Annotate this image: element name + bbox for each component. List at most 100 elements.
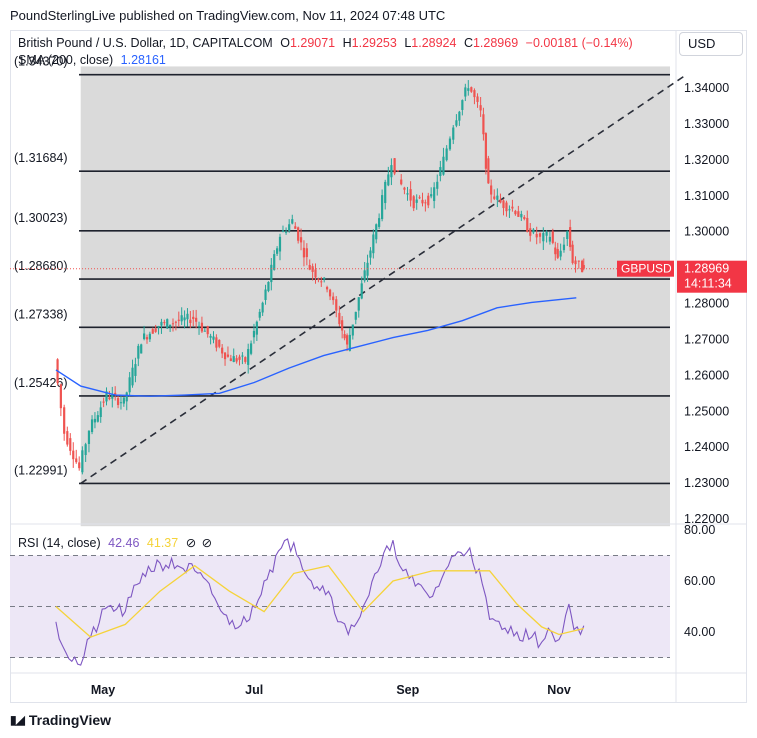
candle-body xyxy=(264,289,267,300)
candle-body xyxy=(241,355,244,357)
candle-body xyxy=(393,158,396,174)
candle-body xyxy=(294,226,297,229)
candle-body xyxy=(571,244,574,264)
candle-body xyxy=(551,231,554,243)
candle-body xyxy=(267,282,270,291)
candle-body xyxy=(171,323,175,325)
visibility-icon-2[interactable]: ⊘ xyxy=(201,536,213,550)
level-label: (1.31684) xyxy=(14,151,68,165)
candle-body xyxy=(215,337,218,348)
candle-body xyxy=(128,377,131,393)
candle-body xyxy=(252,330,256,338)
candle-body xyxy=(284,231,288,233)
price-tick-label: 1.31000 xyxy=(684,189,729,203)
price-tick-label: 1.34000 xyxy=(684,81,729,95)
candle-body xyxy=(523,217,526,220)
candle-body xyxy=(291,219,294,224)
candle-body xyxy=(174,321,178,323)
price-tag xyxy=(677,260,747,293)
candle-body xyxy=(314,269,317,278)
candle-body xyxy=(409,189,412,201)
candle-body xyxy=(363,270,366,281)
symbol-tag-text: GBPUSD xyxy=(621,262,672,276)
candle-body xyxy=(200,322,204,332)
candle-body xyxy=(381,195,384,220)
candle-body xyxy=(151,329,154,334)
rsi-tick-label: 60.00 xyxy=(684,574,715,588)
candle-body xyxy=(273,254,276,270)
candle-body xyxy=(418,197,421,199)
candle-body xyxy=(502,200,505,209)
candle-body xyxy=(186,313,189,320)
candle-body xyxy=(400,179,403,185)
high-value: 1.29253 xyxy=(351,36,397,50)
candle-body xyxy=(116,398,120,406)
low-label: L xyxy=(404,36,412,50)
candle-body xyxy=(325,287,329,290)
tradingview-logo[interactable]: ▮◢ TradingView xyxy=(10,712,111,728)
symbol-label: British Pound / U.S. Dollar, 1D, CAPITAL… xyxy=(18,36,273,50)
rsi-ma-value: 41.37 xyxy=(146,536,179,550)
candle-body xyxy=(311,266,314,272)
candle-body xyxy=(499,199,502,203)
published-line: PoundSterlingLive published on TradingVi… xyxy=(10,8,446,23)
candle-body xyxy=(96,415,99,422)
candle-body xyxy=(278,236,282,252)
candle-body xyxy=(166,319,169,329)
candle-body xyxy=(378,218,381,227)
candle-body xyxy=(148,333,151,340)
candle-body xyxy=(232,356,235,362)
candle-body xyxy=(442,156,445,175)
x-tick-label: Nov xyxy=(547,683,571,697)
candle-body xyxy=(517,211,520,217)
candle-body xyxy=(93,418,97,423)
candle-body xyxy=(308,264,311,270)
candle-body xyxy=(72,450,75,460)
candle-body xyxy=(255,321,258,335)
candle-body xyxy=(452,127,455,140)
candle-body xyxy=(372,234,375,254)
candle-body xyxy=(154,328,157,332)
candle-body xyxy=(249,343,253,354)
candle-body xyxy=(119,402,123,404)
candle-body xyxy=(351,324,354,336)
candle-body xyxy=(261,302,264,313)
trendline xyxy=(80,74,687,485)
open-label: O xyxy=(280,36,290,50)
candle-body xyxy=(366,262,369,276)
candle-body xyxy=(338,312,341,325)
candle-body xyxy=(197,325,201,327)
candle-body xyxy=(535,233,538,238)
price-tick-label: 1.28000 xyxy=(684,297,729,311)
level-label: (1.34370) xyxy=(14,55,68,69)
candle-body xyxy=(299,237,303,243)
price-legend: British Pound / U.S. Dollar, 1D, CAPITAL… xyxy=(18,36,633,50)
price-tick-label: 1.33000 xyxy=(684,117,729,131)
visibility-icon[interactable]: ⊘ xyxy=(185,536,197,550)
price-tick-label: 1.22000 xyxy=(684,512,729,526)
price-tick-label: 1.26000 xyxy=(684,368,729,382)
candle-body xyxy=(134,364,137,376)
tradingview-brand: TradingView xyxy=(28,712,112,728)
candle-body xyxy=(496,195,499,200)
candle-body xyxy=(275,248,279,254)
candle-body xyxy=(348,334,351,351)
level-label: (1.28680) xyxy=(14,259,68,273)
candle-body xyxy=(421,199,424,204)
candle-body xyxy=(559,250,562,257)
price-tick-label: 1.30000 xyxy=(684,225,729,239)
candle-body xyxy=(157,325,160,328)
level-label: (1.27338) xyxy=(14,307,68,321)
currency-button[interactable]: USD xyxy=(679,32,743,56)
price-tick-label: 1.32000 xyxy=(684,153,729,167)
candle-body xyxy=(84,444,87,456)
candle-body xyxy=(458,111,461,121)
rsi-line xyxy=(55,538,585,666)
price-tick-label: 1.24000 xyxy=(684,440,729,454)
candle-body xyxy=(335,299,338,311)
candle-body xyxy=(317,278,320,280)
candle-body xyxy=(183,317,186,321)
candle-body xyxy=(81,450,84,473)
candle-body xyxy=(223,352,227,360)
